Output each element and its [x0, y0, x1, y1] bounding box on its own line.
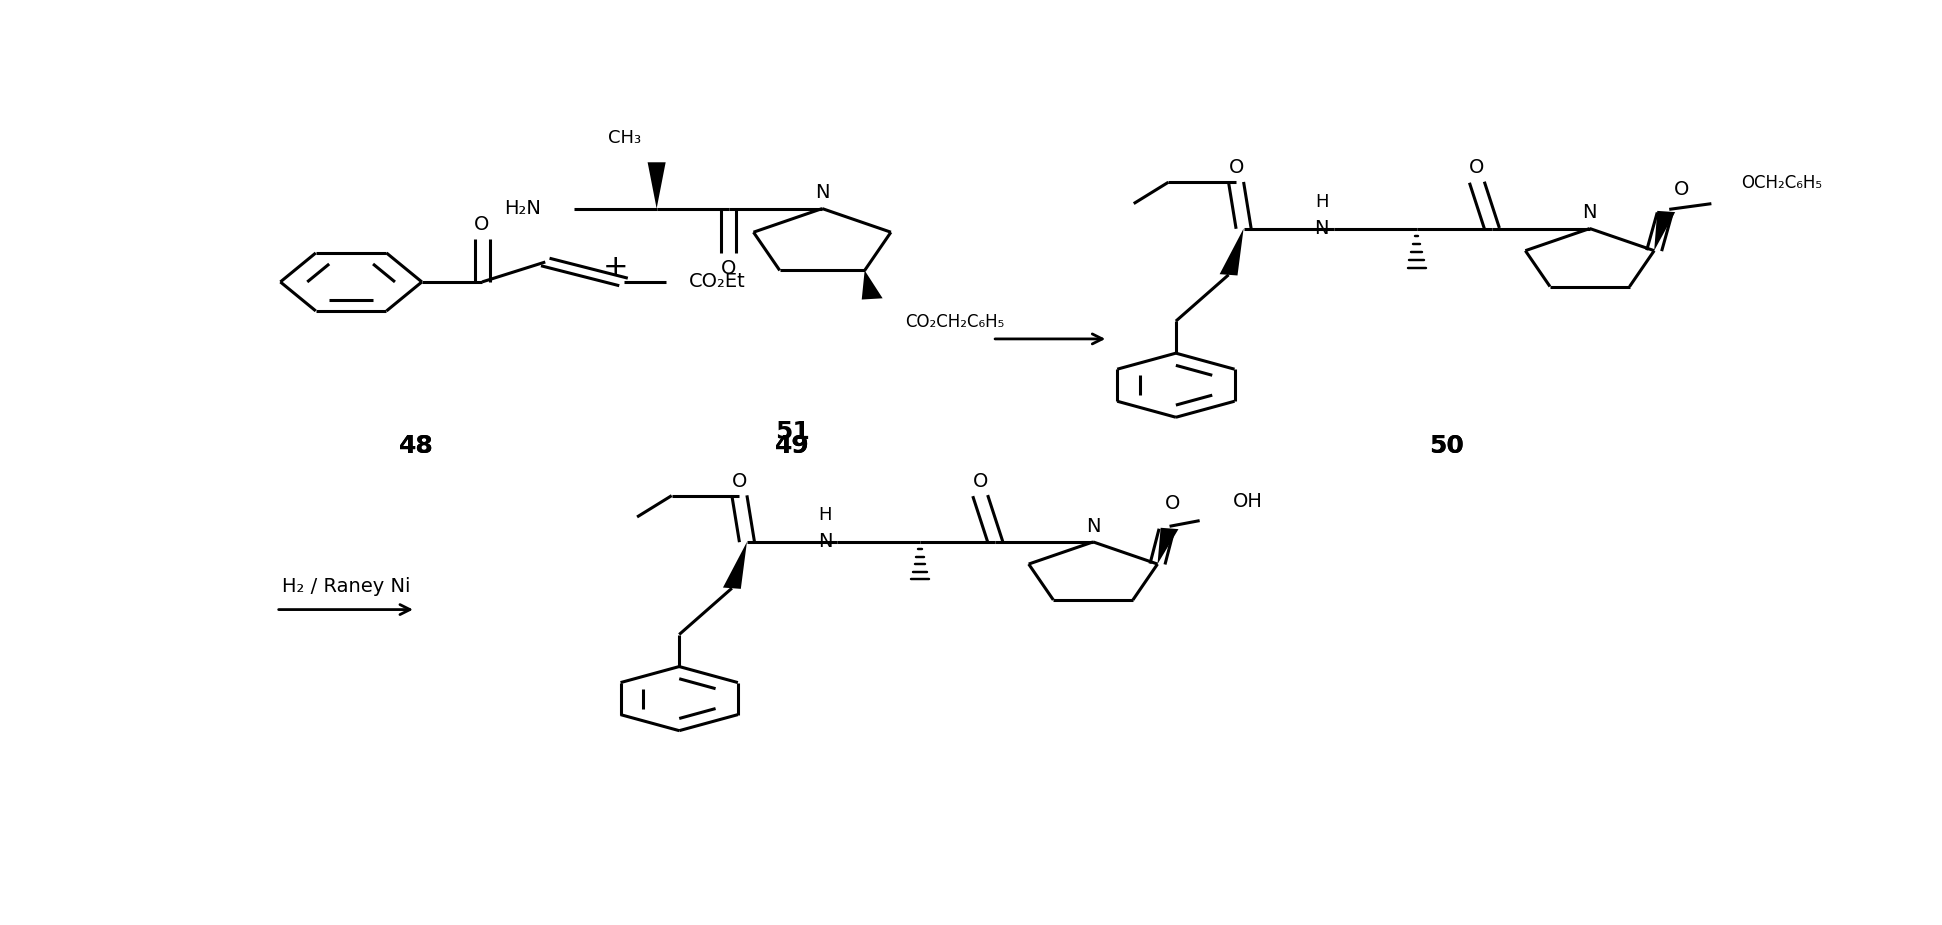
Text: OH: OH — [1233, 492, 1262, 511]
Text: N: N — [1583, 204, 1596, 222]
Text: +: + — [604, 253, 629, 282]
Text: O: O — [732, 472, 748, 491]
Text: H₂ / Raney Ni: H₂ / Raney Ni — [282, 576, 410, 596]
Text: O: O — [973, 472, 988, 491]
Polygon shape — [862, 270, 882, 300]
Text: N: N — [818, 533, 833, 551]
Text: OCH₂C₆H₅: OCH₂C₆H₅ — [1742, 174, 1824, 191]
Polygon shape — [1220, 228, 1243, 276]
Text: O: O — [720, 259, 736, 277]
Text: CH₃: CH₃ — [608, 129, 641, 147]
Text: 50: 50 — [1429, 434, 1464, 458]
Text: O: O — [1165, 495, 1181, 513]
Polygon shape — [647, 162, 666, 208]
Text: 48: 48 — [398, 434, 433, 458]
Text: N: N — [1315, 219, 1328, 238]
Text: N: N — [1086, 517, 1101, 536]
Text: N: N — [816, 183, 829, 203]
Text: 49: 49 — [775, 434, 810, 458]
Text: H: H — [818, 506, 831, 524]
Text: 51: 51 — [775, 420, 810, 443]
Text: 49: 49 — [775, 434, 810, 458]
Text: O: O — [1674, 179, 1690, 199]
Text: H₂N: H₂N — [503, 199, 540, 218]
Text: H: H — [1315, 192, 1328, 211]
Text: O: O — [474, 216, 489, 234]
Text: 50: 50 — [1429, 434, 1464, 458]
Text: CO₂Et: CO₂Et — [689, 273, 746, 291]
Text: CO₂CH₂C₆H₅: CO₂CH₂C₆H₅ — [905, 314, 1004, 331]
Polygon shape — [1157, 528, 1179, 564]
Text: O: O — [1229, 158, 1243, 178]
Polygon shape — [1655, 211, 1676, 251]
Text: 48: 48 — [398, 434, 433, 458]
Polygon shape — [722, 542, 748, 589]
Text: O: O — [1470, 158, 1484, 178]
